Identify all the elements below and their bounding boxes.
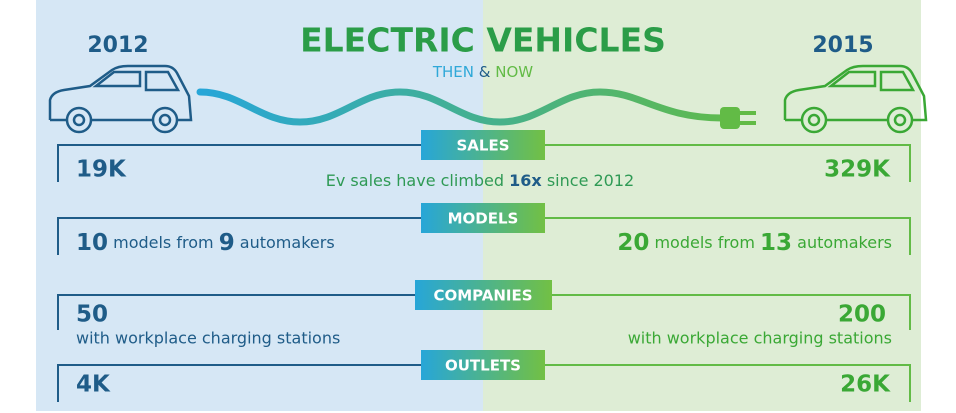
subtitle-then: THEN	[432, 63, 474, 81]
section-label: OUTLETS	[445, 357, 521, 375]
models-text: automakers	[797, 233, 892, 252]
subtitle-now: NOW	[495, 63, 533, 81]
companies-then-text: with workplace charging stations	[76, 329, 340, 348]
companies-now: 200	[838, 302, 886, 328]
note-highlight: 16x	[509, 171, 542, 190]
note-text: Ev sales have climbed	[326, 171, 504, 190]
sales-note: Ev sales have climbed 16x since 2012	[326, 171, 634, 190]
companies-now-text: with workplace charging stations	[628, 329, 892, 348]
companies-then: 50	[76, 302, 108, 328]
automakers-count: 9	[219, 230, 235, 256]
sales-then: 19K	[76, 157, 127, 183]
models-count: 10	[76, 230, 108, 256]
models-count: 20	[617, 230, 649, 256]
year-now: 2015	[812, 33, 873, 58]
then-panel	[36, 0, 483, 411]
year-then: 2012	[87, 33, 148, 58]
automakers-count: 13	[760, 230, 792, 256]
now-panel	[483, 0, 921, 411]
models-text: models from	[654, 233, 754, 252]
sales-now: 329K	[824, 157, 891, 183]
section-label: SALES	[456, 137, 509, 155]
outlets-now: 26K	[840, 372, 891, 398]
infographic: ELECTRIC VEHICLES THEN & NOW 2012 2015 S…	[0, 0, 956, 413]
subtitle-amp: &	[479, 63, 491, 81]
note-text: since 2012	[547, 171, 634, 190]
models-text: models from	[113, 233, 213, 252]
section-label: MODELS	[448, 210, 519, 228]
subtitle: THEN & NOW	[432, 63, 533, 81]
title: ELECTRIC VEHICLES	[300, 21, 666, 60]
outlets-then: 4K	[76, 372, 111, 398]
section-label: COMPANIES	[433, 287, 532, 305]
models-text: automakers	[240, 233, 335, 252]
